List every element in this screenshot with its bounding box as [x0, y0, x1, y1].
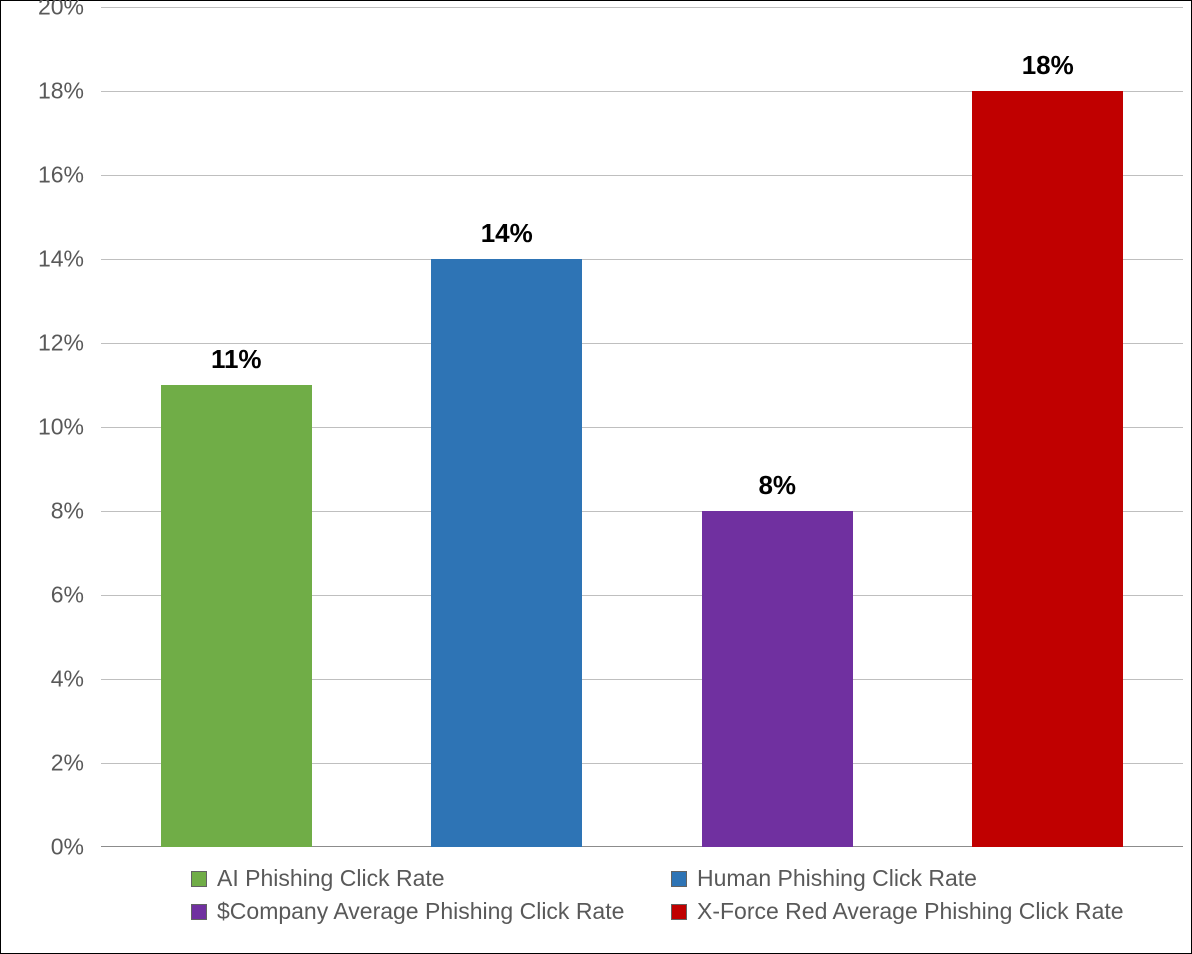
y-tick-label: 2% [51, 750, 84, 777]
legend-item: $Company Average Phishing Click Rate [191, 898, 671, 925]
y-tick-label: 4% [51, 666, 84, 693]
bar-value-label: 18% [1022, 50, 1074, 81]
legend-item: X-Force Red Average Phishing Click Rate [671, 898, 1191, 925]
y-tick-label: 8% [51, 498, 84, 525]
y-tick-label: 10% [38, 414, 84, 441]
legend-swatch [671, 871, 687, 887]
legend: AI Phishing Click Rate Human Phishing Cli… [191, 865, 1191, 931]
bar-value-label: 8% [758, 470, 796, 501]
plot-area: 11% 14% 8% 18% [101, 7, 1183, 847]
y-tick-label: 0% [51, 834, 84, 861]
legend-label: AI Phishing Click Rate [217, 865, 445, 892]
bar-value-label: 11% [211, 344, 262, 375]
y-tick-label: 20% [38, 0, 84, 21]
y-tick-label: 16% [38, 162, 84, 189]
legend-swatch [191, 871, 207, 887]
bar [702, 511, 853, 847]
legend-label: $Company Average Phishing Click Rate [217, 898, 624, 925]
bar-value-label: 14% [481, 218, 533, 249]
legend-item: AI Phishing Click Rate [191, 865, 671, 892]
legend-swatch [191, 904, 207, 920]
legend-swatch [671, 904, 687, 920]
y-tick-label: 18% [38, 78, 84, 105]
y-tick-label: 12% [38, 330, 84, 357]
legend-label: X-Force Red Average Phishing Click Rate [697, 898, 1124, 925]
grid-line [101, 7, 1183, 8]
chart-frame: 11% 14% 8% 18% 2% 4% 6% 8% 10% 12% 14% 16% 18% 20% 0%… [0, 0, 1192, 954]
y-tick-label: 6% [51, 582, 84, 609]
legend-label: Human Phishing Click Rate [697, 865, 977, 892]
bar [972, 91, 1123, 847]
y-tick-label: 14% [38, 246, 84, 273]
legend-item: Human Phishing Click Rate [671, 865, 1191, 892]
bar [431, 259, 582, 847]
bar [161, 385, 312, 847]
